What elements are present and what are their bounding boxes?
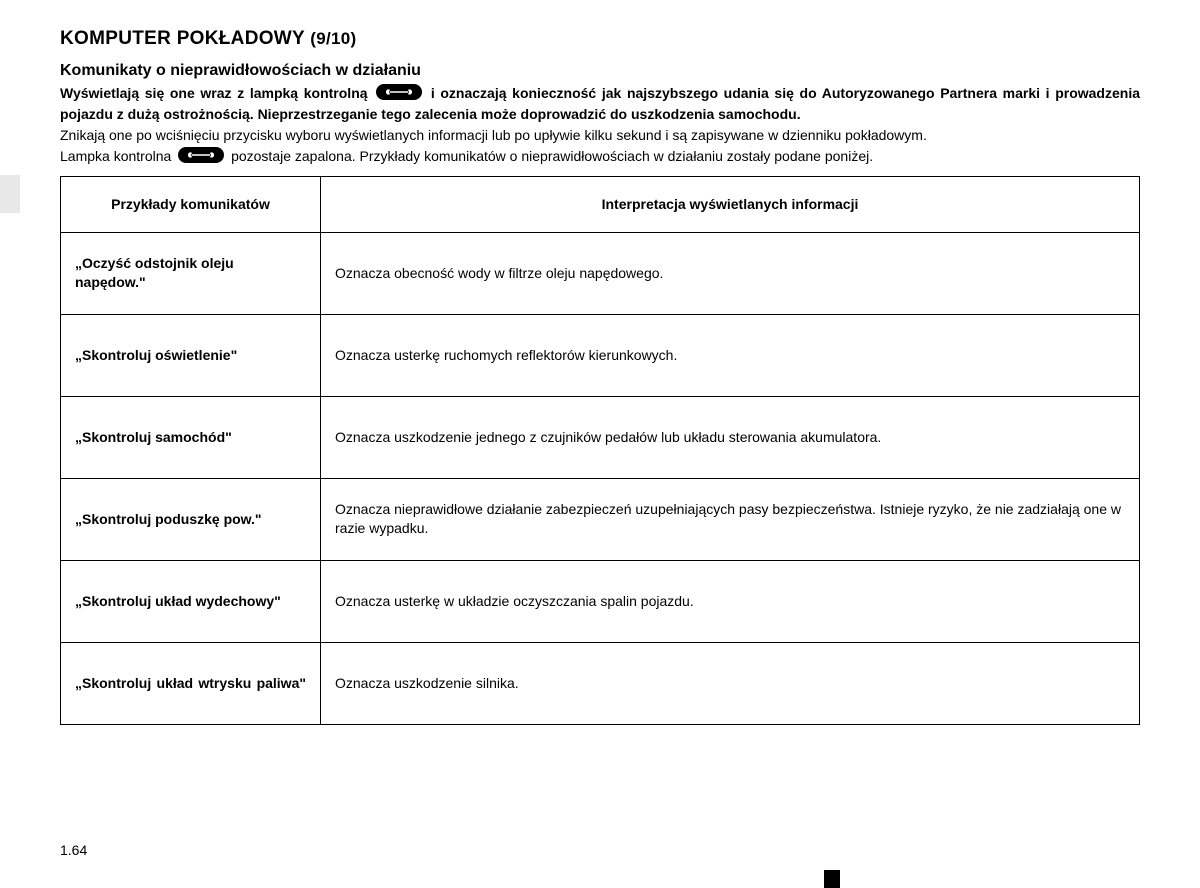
message-cell: „Oczyść odstojnik oleju napędow." (61, 232, 321, 314)
table-row: „Skontroluj układ wtrysku paliwa" Oznacz… (61, 642, 1140, 724)
intro3-before: Lampka kontrolna (60, 148, 175, 164)
interpretation-cell: Oznacza nieprawidłowe działanie zabezpie… (321, 478, 1140, 560)
col1-header: Przykłady komunikatów (61, 176, 321, 232)
intro-bold-before: Wyświetlają się one wraz z lampką kontro… (60, 85, 373, 101)
message-cell: „Skontroluj układ wtrysku paliwa" (61, 642, 321, 724)
intro-paragraph-3: Lampka kontrolna pozostaje zapalona. Prz… (60, 147, 1140, 168)
page-number-footer: 1.64 (60, 842, 87, 858)
message-cell: „Skontroluj układ wydechowy" (61, 560, 321, 642)
table-row: „Oczyść odstojnik oleju napędow." Oznacz… (61, 232, 1140, 314)
title-main: KOMPUTER POKŁADOWY (60, 28, 310, 49)
interpretation-cell: Oznacza obecność wody w filtrze oleju na… (321, 232, 1140, 314)
bottom-black-tab (824, 870, 840, 888)
interpretation-cell: Oznacza usterkę w układzie oczyszczania … (321, 560, 1140, 642)
intro-paragraph-1: Wyświetlają się one wraz z lampką kontro… (60, 84, 1140, 124)
table-body: „Oczyść odstojnik oleju napędow." Oznacz… (61, 232, 1140, 724)
messages-table: Przykłady komunikatów Interpretacja wyśw… (60, 176, 1140, 725)
wrench-icon (178, 147, 224, 168)
interpretation-cell: Oznacza uszkodzenie jednego z czujników … (321, 396, 1140, 478)
page-content: KOMPUTER POKŁADOWY (9/10) Komunikaty o n… (0, 0, 1200, 745)
table-header-row: Przykłady komunikatów Interpretacja wyśw… (61, 176, 1140, 232)
message-cell: „Skontroluj oświetlenie" (61, 314, 321, 396)
message-cell: „Skontroluj samochód" (61, 396, 321, 478)
table-row: „Skontroluj oświetlenie" Oznacza usterkę… (61, 314, 1140, 396)
table-row: „Skontroluj samochód" Oznacza uszkodzeni… (61, 396, 1140, 478)
interpretation-cell: Oznacza uszkodzenie silnika. (321, 642, 1140, 724)
message-cell: „Skontroluj poduszkę pow." (61, 478, 321, 560)
interpretation-cell: Oznacza usterkę ruchomych reflektorów ki… (321, 314, 1140, 396)
page-title: KOMPUTER POKŁADOWY (9/10) (60, 28, 1140, 50)
title-page-number: (9/10) (310, 29, 356, 48)
intro-paragraph-2: Znikają one po wciśnięciu przycisku wybo… (60, 126, 1140, 145)
side-tab (0, 175, 20, 213)
section-subtitle: Komunikaty o nieprawidłowościach w dział… (60, 62, 1140, 80)
table-row: „Skontroluj poduszkę pow." Oznacza niepr… (61, 478, 1140, 560)
col2-header: Interpretacja wyświetlanych informacji (321, 176, 1140, 232)
table-row: „Skontroluj układ wydechowy" Oznacza ust… (61, 560, 1140, 642)
wrench-icon (376, 84, 422, 105)
intro3-after: pozostaje zapalona. Przykłady komunikató… (227, 148, 873, 164)
